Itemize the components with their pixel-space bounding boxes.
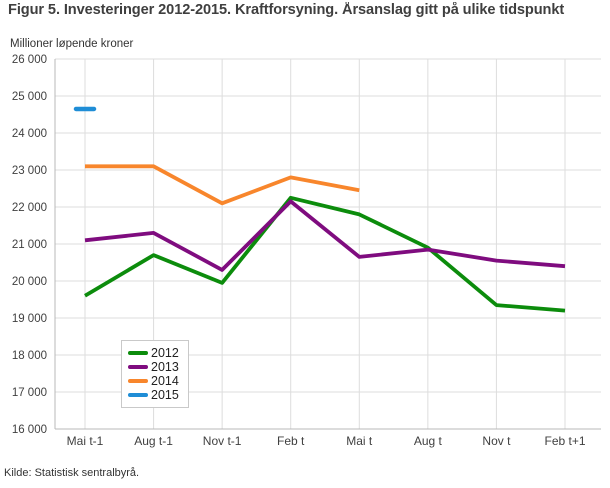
y-tick-label: 16 000 [12,424,47,436]
source-note: Kilde: Statistisk sentralbyrå. [4,467,140,479]
legend-label: 2013 [151,360,179,374]
x-tick-label: Aug t [414,434,443,448]
y-tick-label: 25 000 [12,91,47,103]
x-tick-label: Mai t-1 [67,434,104,448]
series-line-2012 [84,195,566,313]
legend-label: 2015 [151,388,179,402]
legend: 2012 2013 2014 2015 [121,340,189,408]
legend-swatch-2013 [128,365,148,369]
x-tick-label: Feb t [277,434,305,448]
y-tick-label: 21 000 [12,239,47,251]
y-tick-label: 18 000 [12,350,47,362]
legend-swatch-2014 [128,379,148,383]
y-tick-label: 22 000 [12,202,47,214]
legend-label: 2014 [151,374,179,388]
legend-label: 2012 [151,346,179,360]
series-line-2013 [84,199,566,272]
y-tick-label: 19 000 [12,313,47,325]
y-tick-label: 26 000 [12,54,47,66]
y-tick-label: 20 000 [12,276,47,288]
legend-swatch-2012 [128,351,148,355]
x-tick-label: Nov t [482,434,511,448]
y-tick-label: 24 000 [12,128,47,140]
legend-swatch-2015 [128,393,148,397]
x-tick-label: Nov t-1 [203,434,242,448]
legend-item-2014[interactable]: 2014 [128,374,188,388]
y-tick-label: 17 000 [12,387,47,399]
legend-item-2015[interactable]: 2015 [128,388,188,402]
y-axis-title: Millioner løpende kroner [10,38,134,50]
figure-title: Figur 5. Investeringer 2012-2015. Kraftf… [8,2,565,18]
y-tick-label: 23 000 [12,165,47,177]
legend-item-2012[interactable]: 2012 [128,346,188,360]
x-tick-label: Feb t+1 [544,434,585,448]
legend-item-2013[interactable]: 2013 [128,360,188,374]
x-tick-label: Mai t [346,434,373,448]
x-tick-label: Aug t-1 [134,434,173,448]
series-line-2014 [85,164,360,206]
